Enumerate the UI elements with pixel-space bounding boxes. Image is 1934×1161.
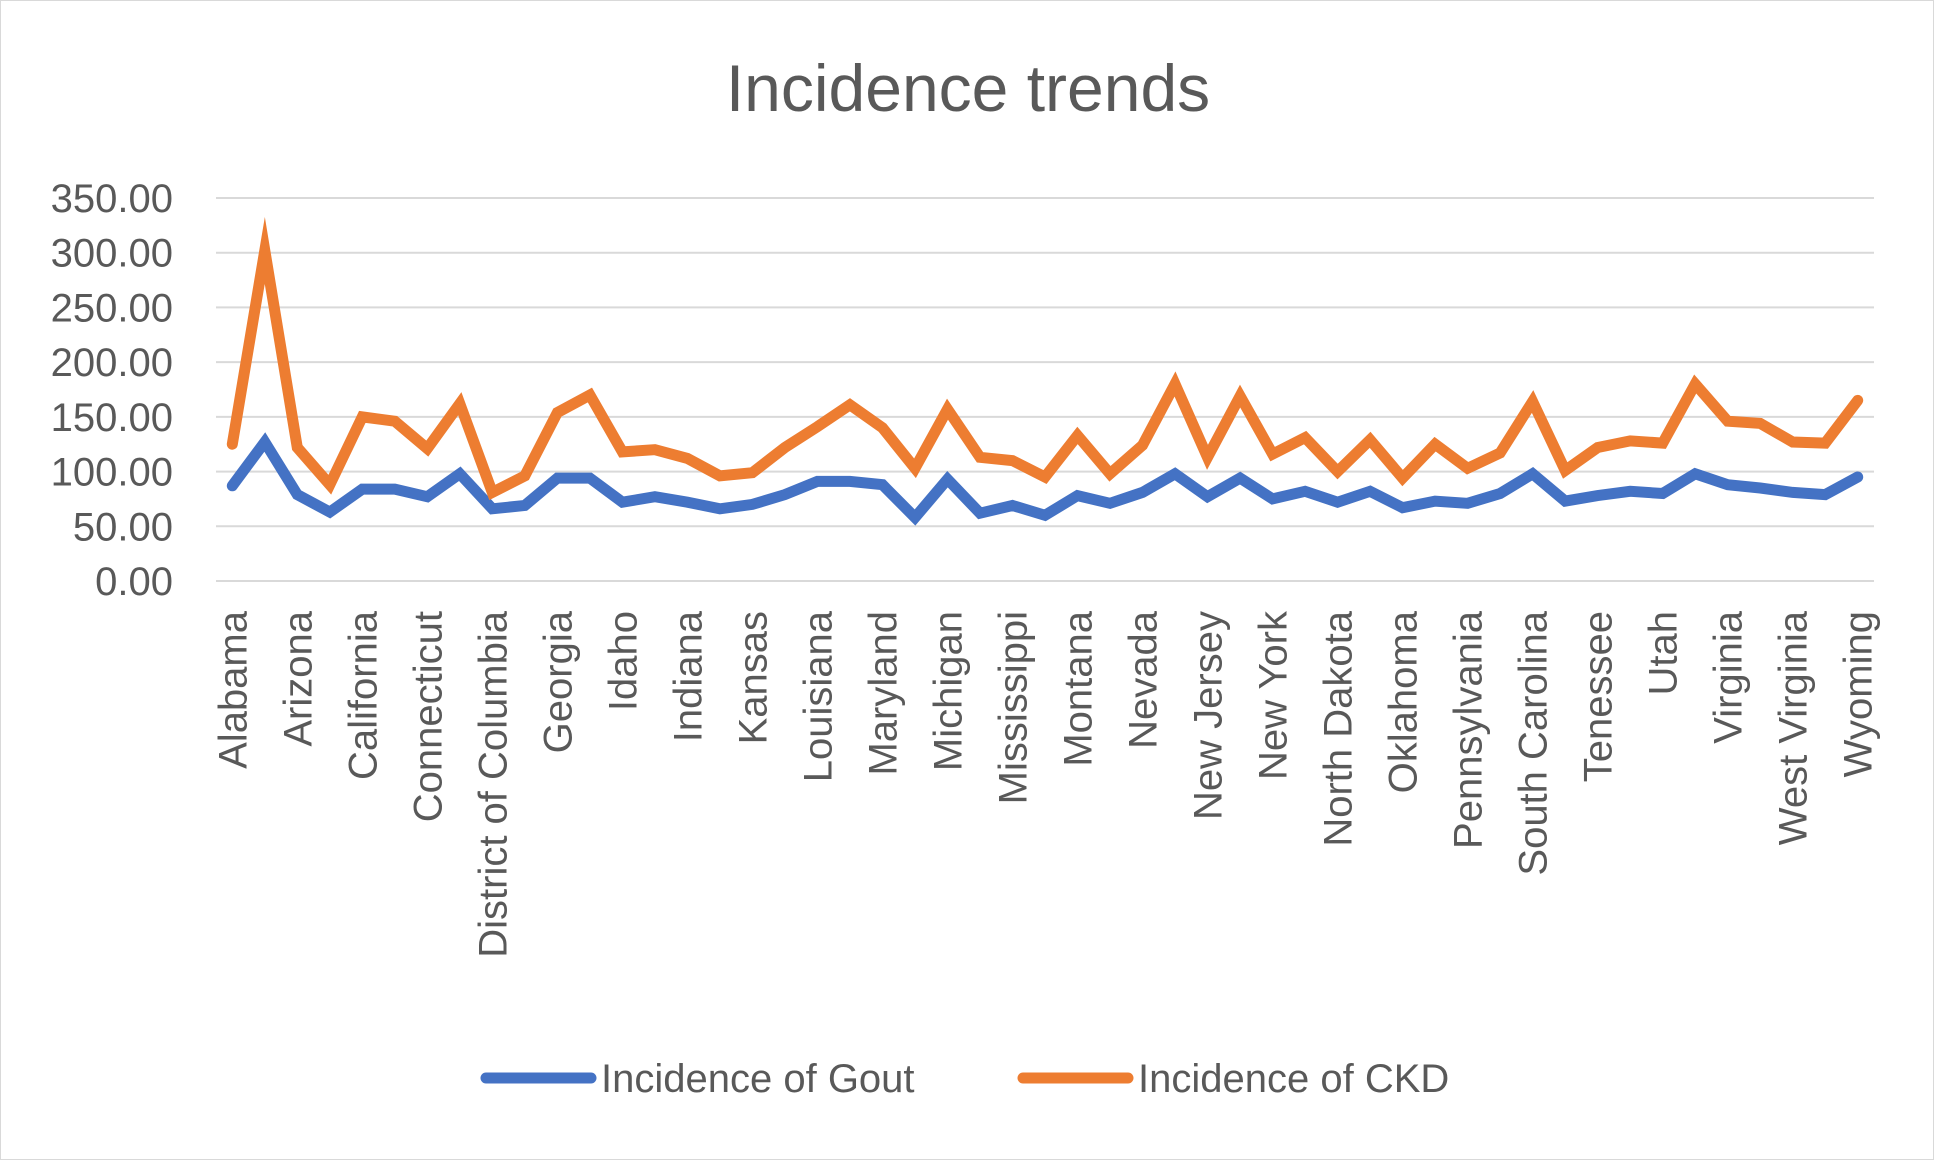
y-tick-label: 50.00 bbox=[73, 505, 173, 549]
x-tick-label: South Carolina bbox=[1512, 610, 1556, 875]
series-line-ckd bbox=[226, 216, 1864, 501]
x-tick-label: West Virginia bbox=[1772, 610, 1816, 845]
legend: Incidence of Gout Incidence of CKD bbox=[480, 1057, 1449, 1101]
x-tick-label: Utah bbox=[1642, 611, 1686, 696]
x-tick-label: California bbox=[341, 610, 385, 780]
series-lines bbox=[226, 216, 1864, 526]
x-tick-label: Connecticut bbox=[406, 611, 450, 822]
x-tick-label: Virginia bbox=[1707, 610, 1751, 743]
x-tick-label: New York bbox=[1252, 610, 1296, 780]
y-tick-label: 300.00 bbox=[51, 232, 173, 276]
y-tick-label: 350.00 bbox=[51, 177, 173, 221]
x-tick-label: Arizona bbox=[276, 610, 320, 746]
y-tick-label: 200.00 bbox=[51, 341, 173, 385]
legend-label: Incidence of CKD bbox=[1138, 1057, 1449, 1101]
x-tick-label: Montana bbox=[1057, 610, 1101, 766]
x-tick-label: Wyoming bbox=[1837, 611, 1881, 777]
series-line-gout bbox=[226, 432, 1864, 526]
x-tick-label: Idaho bbox=[601, 611, 645, 711]
x-tick-label: Louisiana bbox=[796, 610, 840, 782]
x-tick-label: Alabama bbox=[211, 610, 255, 769]
x-tick-label: Nevada bbox=[1122, 610, 1166, 749]
chart-title: Incidence trends bbox=[726, 51, 1210, 125]
x-tick-label: District of Columbia bbox=[471, 610, 515, 958]
y-axis-ticks: 0.00 50.00 100.00 150.00 200.00 250.00 300.00 3… bbox=[51, 177, 173, 604]
x-tick-label: Tenessee bbox=[1577, 611, 1621, 782]
y-tick-label: 150.00 bbox=[51, 396, 173, 440]
y-tick-label: 0.00 bbox=[95, 560, 173, 604]
y-tick-label: 100.00 bbox=[51, 451, 173, 495]
x-tick-label: Pennsylvania bbox=[1447, 610, 1491, 849]
y-tick-label: 250.00 bbox=[51, 286, 173, 330]
x-tick-label: Oklahoma bbox=[1382, 610, 1426, 793]
gridlines bbox=[216, 197, 1874, 582]
legend-label: Incidence of Gout bbox=[601, 1057, 915, 1101]
x-axis-ticks: Alabama Arizona California Connecticut Distr… bbox=[211, 610, 1880, 958]
x-tick-label: Indiana bbox=[666, 610, 710, 742]
x-tick-label: Kansas bbox=[731, 611, 775, 744]
x-tick-label: Maryland bbox=[861, 611, 905, 776]
x-tick-label: Michigan bbox=[926, 611, 970, 771]
x-tick-label: North Dakota bbox=[1317, 610, 1361, 846]
x-tick-label: Georgia bbox=[536, 610, 580, 753]
x-tick-label: New Jersey bbox=[1187, 611, 1231, 820]
x-tick-label: Mississippi bbox=[991, 611, 1035, 804]
